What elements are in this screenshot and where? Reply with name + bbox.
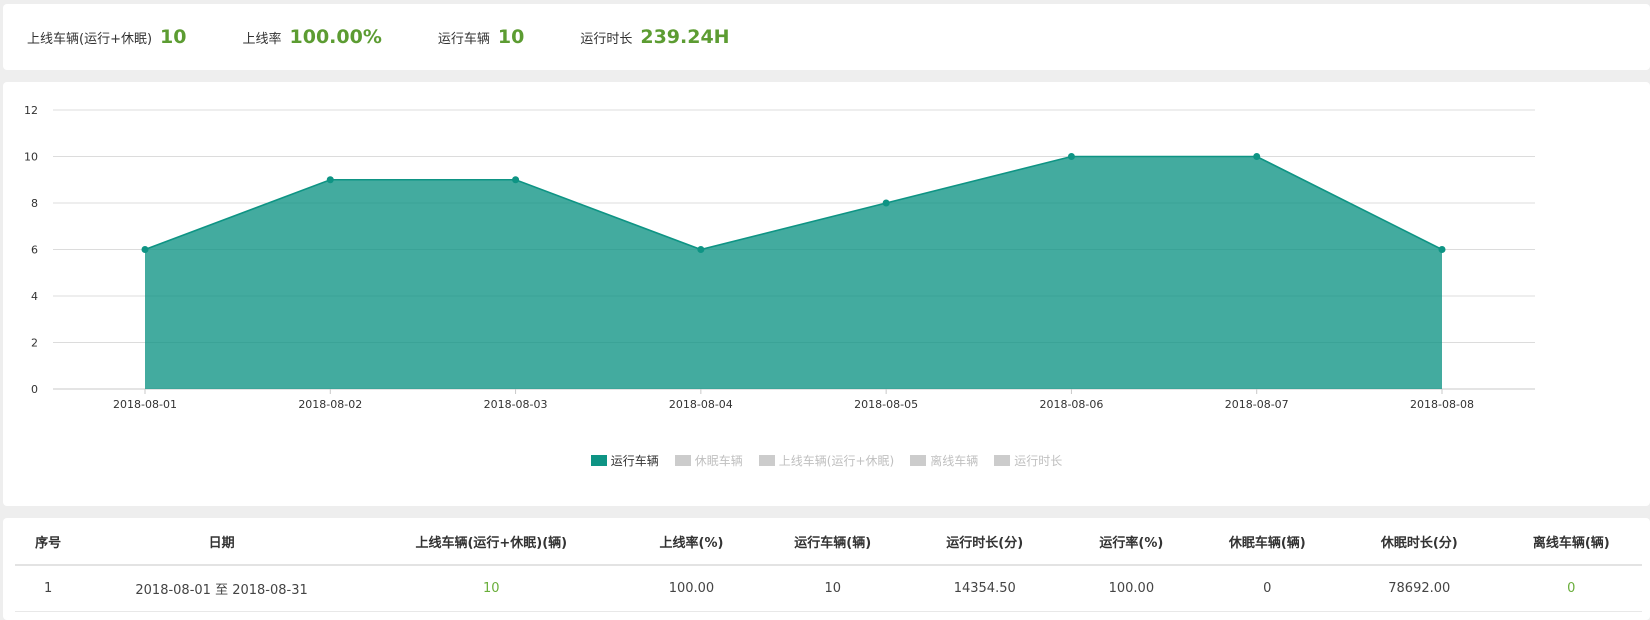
x-tick-label: 2018-08-01 <box>113 398 177 411</box>
column-header[interactable]: 序号 <box>15 518 82 566</box>
y-tick-label: 2 <box>31 337 38 350</box>
table-cell: 2018-08-01 至 2018-08-31 <box>81 565 362 612</box>
legend-item[interactable]: 离线车辆 <box>910 452 978 469</box>
stat-value: 10 <box>160 26 187 48</box>
legend-label: 上线车辆(运行+休眠) <box>778 454 895 468</box>
table-cell: 0 <box>1500 565 1642 612</box>
column-header[interactable]: 休眠车辆(辆) <box>1196 518 1338 566</box>
y-tick-label: 6 <box>31 244 38 257</box>
legend-swatch <box>674 455 691 466</box>
series-area <box>145 156 1442 389</box>
column-header[interactable]: 休眠时长(分) <box>1337 518 1501 566</box>
chart-legend: 运行车辆 休眠车辆 上线车辆(运行+休眠) 离线车辆 运行时长 <box>3 452 1650 469</box>
stat-value: 239.24H <box>640 26 730 48</box>
x-tick-label: 2018-08-06 <box>1039 398 1103 411</box>
legend-item[interactable]: 运行时长 <box>994 452 1062 469</box>
table-cell: 100.00 <box>620 565 763 612</box>
legend-label: 运行时长 <box>1014 454 1063 468</box>
data-point <box>697 246 705 253</box>
stat-label: 上线率 <box>242 32 282 47</box>
y-tick-label: 10 <box>24 151 38 164</box>
table-cell: 78692.00 <box>1337 565 1501 612</box>
column-header[interactable]: 运行率(%) <box>1066 518 1197 566</box>
y-tick-label: 12 <box>24 104 38 117</box>
table-panel: 序号 日期 上线车辆(运行+休眠)(辆) 上线率(%) 运行车辆(辆) 运行时长(分) 运行… <box>3 518 1650 620</box>
column-header[interactable]: 运行时长(分) <box>903 518 1067 566</box>
stat-running-duration: 运行时长 239.24H <box>580 26 729 48</box>
column-header[interactable]: 离线车辆(辆) <box>1500 518 1642 566</box>
legend-swatch <box>590 455 607 466</box>
data-point <box>882 199 890 207</box>
table-cell: 14354.50 <box>903 565 1067 612</box>
legend-label: 运行车辆 <box>610 454 659 468</box>
summary-bar: 上线车辆(运行+休眠) 10 上线率 100.00% 运行车辆 10 运行时长 … <box>3 4 786 70</box>
legend-swatch <box>758 455 775 466</box>
table-cell: 1 <box>15 565 82 612</box>
table-header-row: 序号 日期 上线车辆(运行+休眠)(辆) 上线率(%) 运行车辆(辆) 运行时长(分) 运行… <box>15 518 1642 566</box>
table-cell: 0 <box>1196 565 1338 612</box>
x-tick-label: 2018-08-04 <box>669 398 733 411</box>
y-tick-label: 8 <box>31 197 38 210</box>
stat-value: 10 <box>497 26 525 48</box>
legend-swatch <box>910 455 927 466</box>
stat-online-rate: 上线率 100.00% <box>243 26 382 48</box>
y-tick-label: 0 <box>31 383 38 396</box>
column-header[interactable]: 日期 <box>81 518 362 566</box>
table-body: 1 2018-08-01 至 2018-08-31 10 100.00 10 14354.… <box>15 565 1642 612</box>
table-cell: 100.00 <box>1066 565 1197 612</box>
chart-panel: 0 2 4 6 8 10 12 2018-08-01 2018-08-02 2018-08-03 2… <box>3 82 1650 506</box>
x-tick-label: 2018-08-03 <box>484 398 548 411</box>
series-line <box>144 155 1443 251</box>
summary-panel: 上线车辆(运行+休眠) 10 上线率 100.00% 运行车辆 10 运行时长 … <box>3 4 1650 70</box>
legend-item[interactable]: 上线车辆(运行+休眠) <box>758 452 895 469</box>
stat-value: 100.00% <box>289 26 382 48</box>
y-tick-label: 4 <box>31 290 38 303</box>
data-point <box>1438 246 1446 253</box>
area-chart: 0 2 4 6 8 10 12 2018-08-01 2018-08-02 2018-08-03 2… <box>24 104 1535 411</box>
column-header[interactable]: 上线率(%) <box>620 518 763 566</box>
stat-label: 运行车辆 <box>437 32 490 47</box>
stat-running-vehicles: 运行车辆 10 <box>438 26 524 48</box>
table-cell: 10 <box>361 565 621 612</box>
column-header[interactable]: 运行车辆(辆) <box>762 518 904 566</box>
data-point <box>141 246 149 253</box>
table-cell: 10 <box>762 565 904 612</box>
legend-label: 休眠车辆 <box>694 454 743 468</box>
x-tick-label: 2018-08-02 <box>298 398 362 411</box>
data-table: 序号 日期 上线车辆(运行+休眠)(辆) 上线率(%) 运行车辆(辆) 运行时长(分) 运行… <box>15 518 1642 612</box>
data-point <box>1253 153 1261 160</box>
stat-label: 上线车辆(运行+休眠) <box>27 32 153 47</box>
legend-item[interactable]: 运行车辆 <box>590 452 659 469</box>
data-point <box>1067 153 1075 160</box>
legend-item[interactable]: 休眠车辆 <box>674 452 743 469</box>
legend-swatch <box>994 455 1011 466</box>
data-point <box>326 176 334 184</box>
data-point <box>512 176 520 184</box>
x-tick-label: 2018-08-08 <box>1410 398 1474 411</box>
x-tick-label: 2018-08-05 <box>854 398 918 411</box>
legend-label: 离线车辆 <box>930 454 979 468</box>
column-header[interactable]: 上线车辆(运行+休眠)(辆) <box>361 518 621 566</box>
stat-label: 运行时长 <box>580 32 633 47</box>
stat-online-vehicles: 上线车辆(运行+休眠) 10 <box>27 26 187 48</box>
x-tick-label: 2018-08-07 <box>1225 398 1289 411</box>
table-row: 1 2018-08-01 至 2018-08-31 10 100.00 10 14354.… <box>15 565 1642 612</box>
